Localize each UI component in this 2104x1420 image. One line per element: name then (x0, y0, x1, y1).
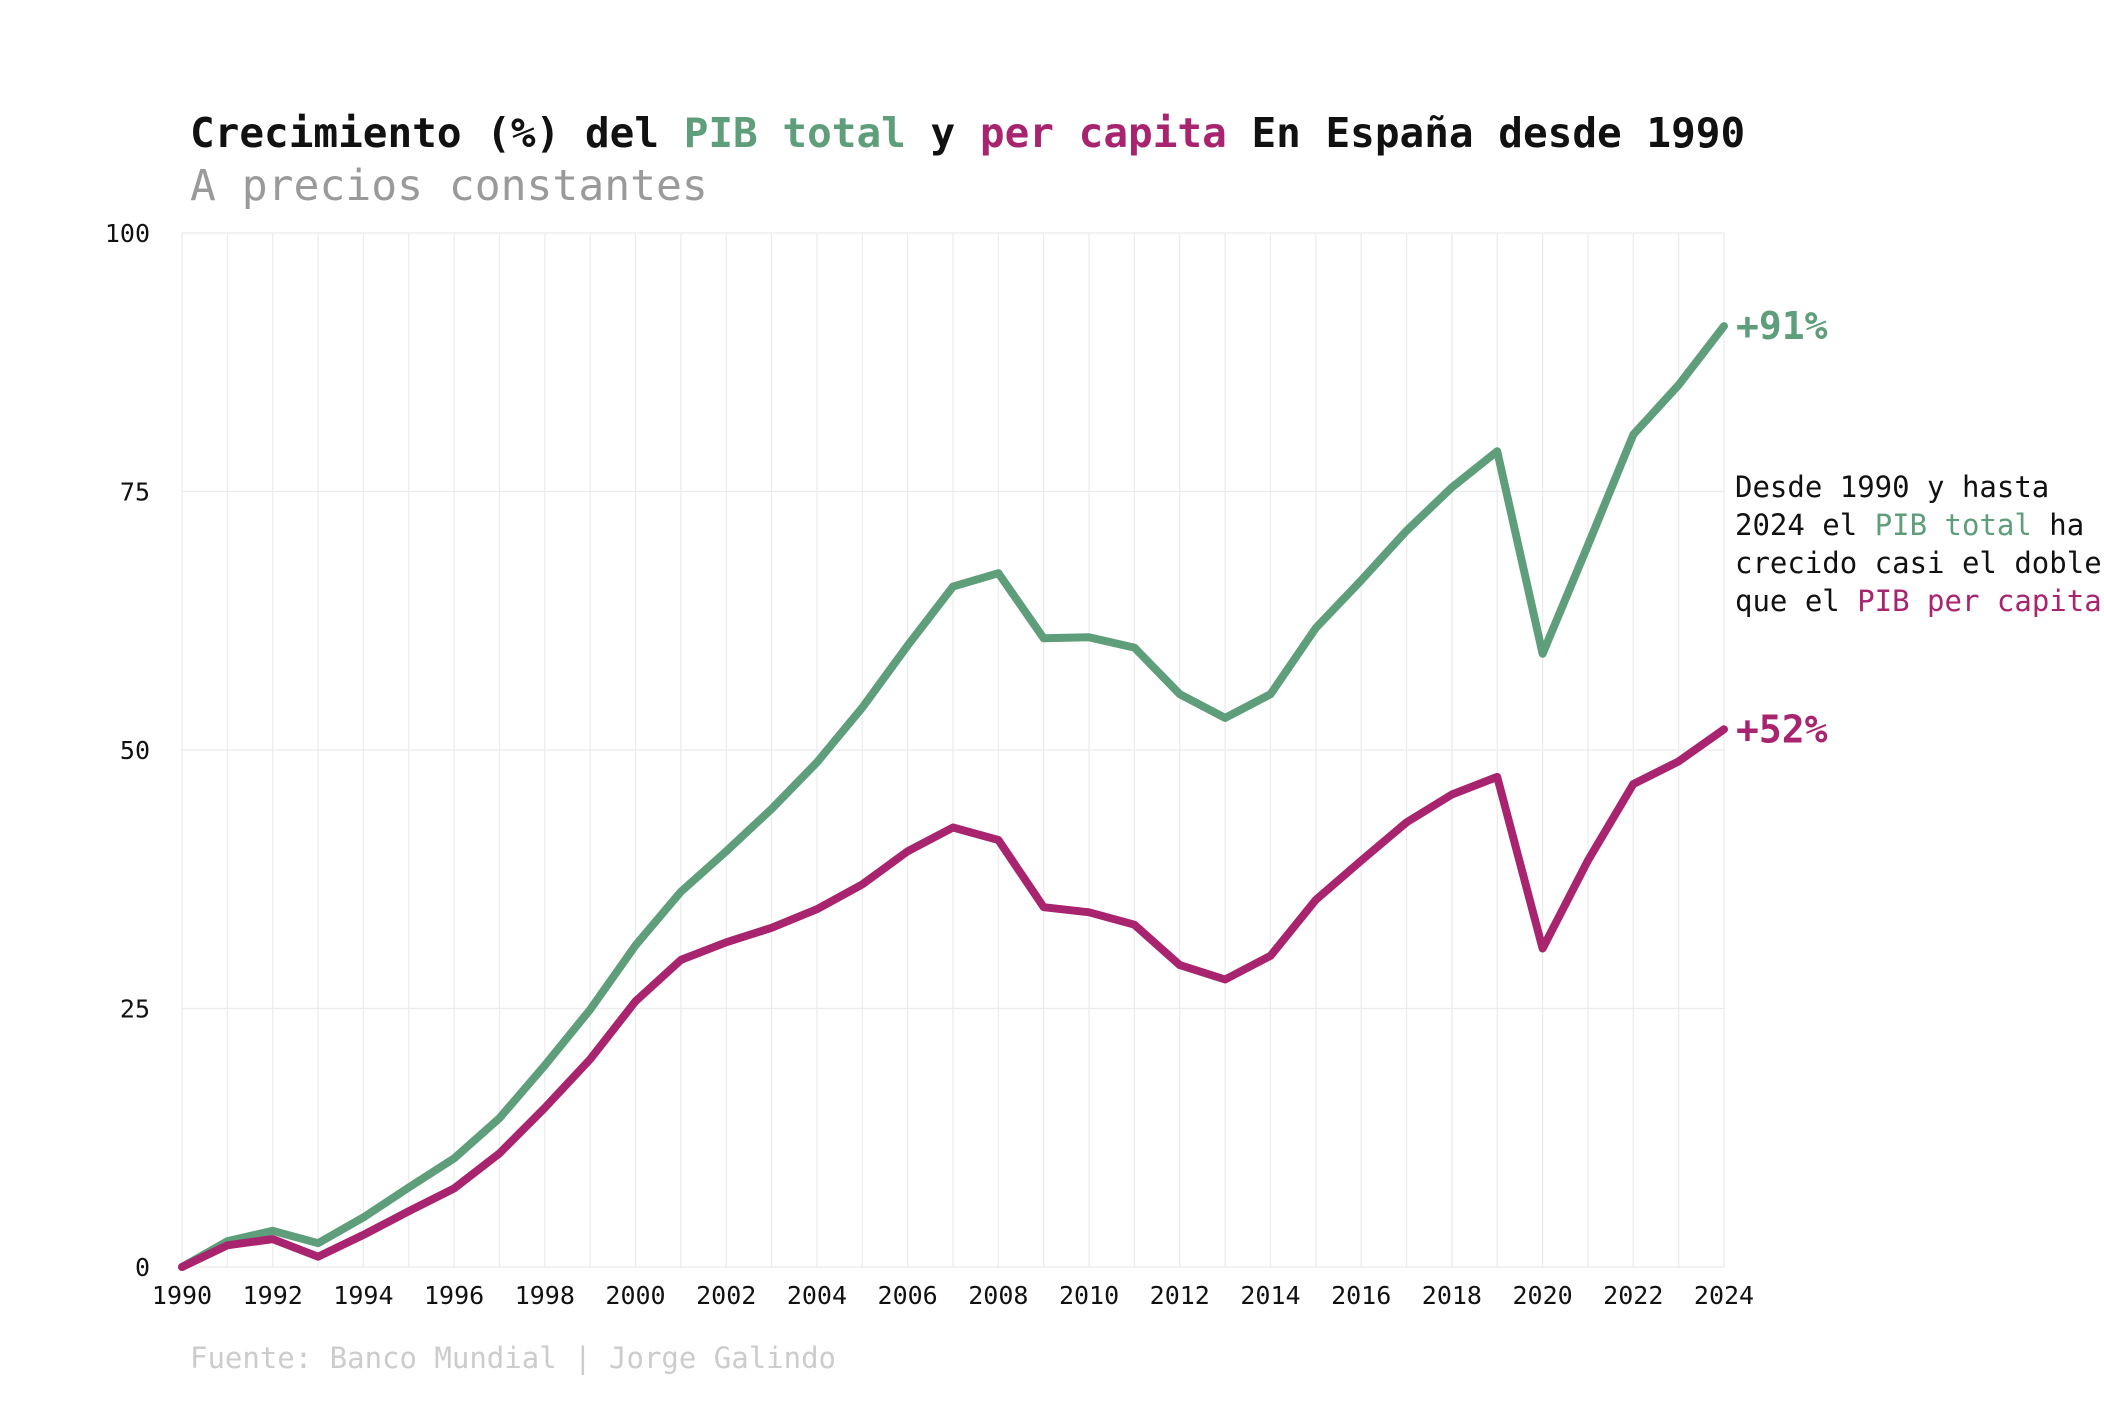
x-tick-label: 2022 (1603, 1281, 1663, 1310)
x-tick-label: 2012 (1150, 1281, 1210, 1310)
annotation-line-3: crecido casi el doble (1735, 546, 2102, 580)
horizontal-gridlines (182, 232, 1724, 1268)
annotation-line-2a: 2024 el (1735, 508, 1875, 542)
end-label-total: +91% (1736, 304, 1828, 348)
y-tick-label: 50 (120, 736, 150, 765)
y-tick-label: 75 (120, 478, 150, 507)
annotation: Desde 1990 y hasta 2024 el PIB total ha … (1735, 470, 2102, 618)
x-tick-label: 1996 (424, 1281, 484, 1310)
annotation-pib-per-capita: PIB per capita (1857, 584, 2101, 618)
annotation-line-2: 2024 el PIB total ha (1735, 508, 2084, 542)
x-tick-label: 1998 (515, 1281, 575, 1310)
y-axis-ticks: 0 25 50 75 100 (105, 219, 150, 1282)
x-tick-label: 2008 (968, 1281, 1028, 1310)
end-labels: +91% +52% (1736, 304, 1828, 751)
x-tick-label: 1994 (333, 1281, 393, 1310)
series-line-per_capita (178, 725, 1728, 1271)
chart-subtitle: A precios constantes (190, 161, 708, 211)
x-axis-ticks: 1990 1992 1994 1996 1998 2000 2002 2004 2006 2008… (152, 1281, 1754, 1310)
annotation-pib-total: PIB total (1875, 508, 2032, 542)
chart-title: Crecimiento (%) del PIB total y per capi… (190, 109, 1745, 157)
x-tick-label: 2004 (787, 1281, 847, 1310)
y-tick-label: 25 (120, 995, 150, 1024)
x-tick-label: 1992 (243, 1281, 303, 1310)
x-tick-label: 2024 (1694, 1281, 1754, 1310)
x-tick-label: 1990 (152, 1281, 212, 1310)
title-middle: y (906, 109, 980, 157)
annotation-line-2c: ha (2032, 508, 2084, 542)
annotation-line-4: que el PIB per capita (1735, 584, 2102, 618)
source-note: Fuente: Banco Mundial | Jorge Galindo (190, 1341, 836, 1375)
series-lines (178, 322, 1728, 1271)
title-total: PIB total (684, 109, 906, 157)
x-tick-label: 2010 (1059, 1281, 1119, 1310)
title-prefix: Crecimiento (%) del (190, 109, 684, 157)
x-tick-label: 2014 (1240, 1281, 1300, 1310)
title-suffix: En España desde 1990 (1227, 109, 1745, 157)
y-tick-label: 0 (135, 1253, 150, 1282)
x-tick-label: 2002 (696, 1281, 756, 1310)
x-tick-label: 2000 (605, 1281, 665, 1310)
annotation-line-1: Desde 1990 y hasta (1735, 470, 2049, 504)
x-tick-label: 2020 (1512, 1281, 1572, 1310)
x-tick-label: 2006 (878, 1281, 938, 1310)
series-line-total (178, 322, 1728, 1271)
x-tick-label: 2016 (1331, 1281, 1391, 1310)
annotation-line-4a: que el (1735, 584, 1857, 618)
end-label-per_capita: +52% (1736, 707, 1828, 751)
x-tick-label: 2018 (1422, 1281, 1482, 1310)
y-tick-label: 100 (105, 219, 150, 248)
title-percap: per capita (980, 109, 1227, 157)
